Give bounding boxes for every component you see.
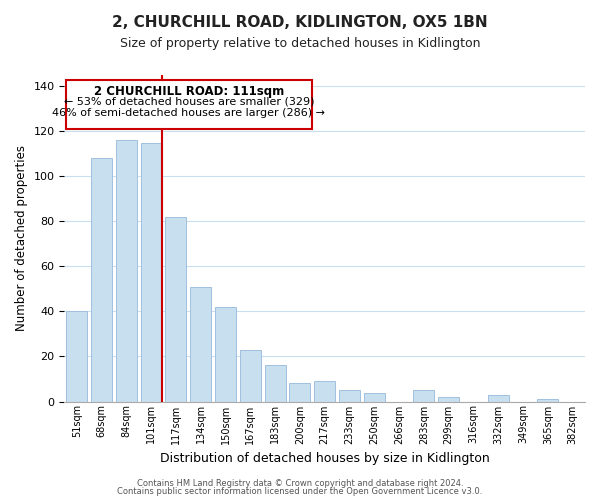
FancyBboxPatch shape [65,80,313,129]
Bar [488,395,509,402]
Bar [289,384,310,402]
Bar [364,392,385,402]
Text: Contains public sector information licensed under the Open Government Licence v3: Contains public sector information licen… [118,487,482,496]
Text: 2 CHURCHILL ROAD: 111sqm: 2 CHURCHILL ROAD: 111sqm [94,85,284,98]
Bar [413,390,434,402]
Text: Size of property relative to detached houses in Kidlington: Size of property relative to detached ho… [120,38,480,51]
Bar [240,350,261,402]
Bar [140,142,162,402]
Bar [190,286,211,402]
Bar [215,307,236,402]
Bar [314,381,335,402]
Bar [116,140,137,402]
Bar [91,158,112,402]
Bar [166,217,187,402]
X-axis label: Distribution of detached houses by size in Kidlington: Distribution of detached houses by size … [160,452,490,465]
Text: 46% of semi-detached houses are larger (286) →: 46% of semi-detached houses are larger (… [52,108,325,118]
Bar [438,397,459,402]
Bar [265,366,286,402]
Y-axis label: Number of detached properties: Number of detached properties [15,146,28,332]
Bar [339,390,360,402]
Bar [66,312,88,402]
Text: Contains HM Land Registry data © Crown copyright and database right 2024.: Contains HM Land Registry data © Crown c… [137,478,463,488]
Text: 2, CHURCHILL ROAD, KIDLINGTON, OX5 1BN: 2, CHURCHILL ROAD, KIDLINGTON, OX5 1BN [112,15,488,30]
Bar [537,400,559,402]
Text: ← 53% of detached houses are smaller (329): ← 53% of detached houses are smaller (32… [64,96,314,106]
